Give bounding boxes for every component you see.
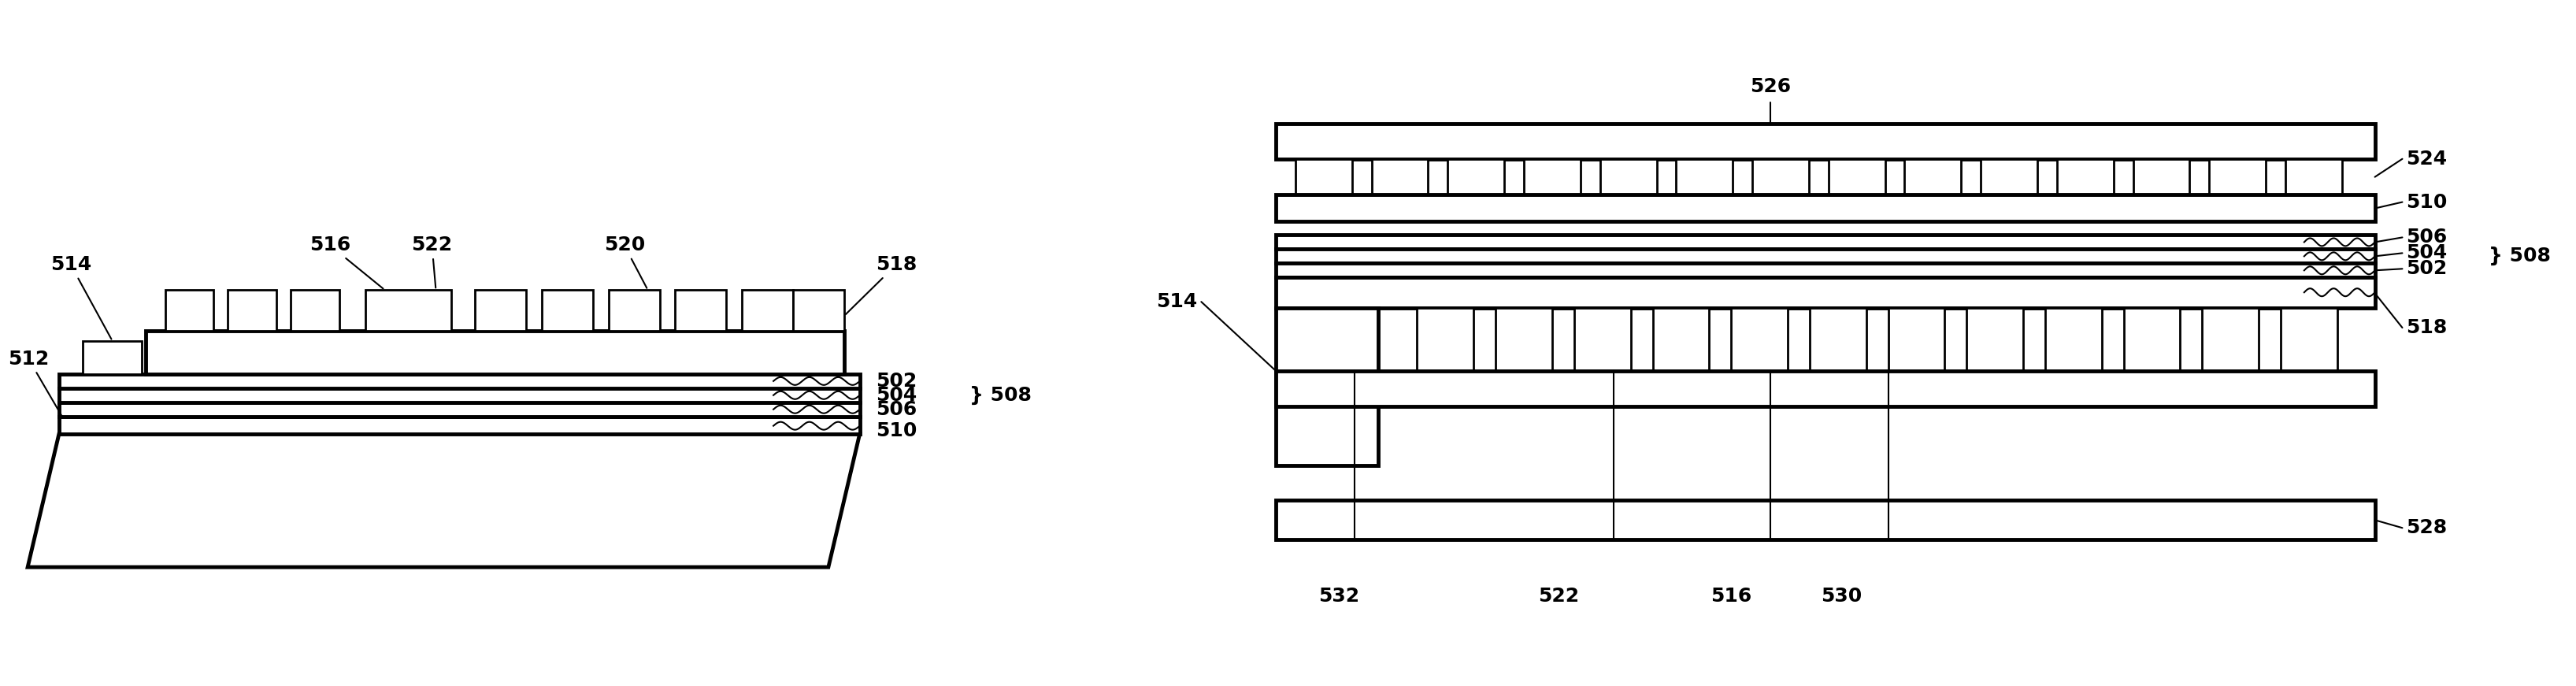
Text: 520: 520	[603, 236, 647, 288]
Bar	[59, 402, 860, 416]
Bar	[1677, 159, 1734, 194]
Bar	[1275, 235, 2375, 249]
Bar	[59, 416, 860, 434]
Text: 504: 504	[2406, 244, 2447, 263]
Bar	[1525, 159, 1582, 194]
Bar	[59, 374, 860, 388]
Polygon shape	[28, 434, 860, 567]
Text: 526: 526	[1749, 78, 1790, 96]
Text: 514: 514	[52, 255, 111, 339]
Bar	[2210, 159, 2267, 194]
Bar	[227, 290, 276, 331]
Bar	[1296, 159, 1352, 194]
Bar	[1654, 308, 1708, 371]
Bar	[1275, 123, 2375, 159]
Bar	[82, 341, 142, 374]
Bar	[1752, 159, 1808, 194]
Bar	[1981, 159, 2038, 194]
Bar	[2285, 159, 2342, 194]
Bar	[1275, 500, 2375, 540]
Bar	[59, 388, 860, 402]
Bar	[1965, 308, 2022, 371]
Bar	[1370, 159, 1427, 194]
Bar	[1731, 308, 1788, 371]
Text: 506: 506	[2406, 228, 2447, 247]
Bar	[1275, 277, 2375, 308]
Bar	[608, 290, 659, 331]
Bar	[1275, 263, 2375, 277]
Bar	[1448, 159, 1504, 194]
Bar	[1275, 249, 2375, 263]
Text: 524: 524	[2406, 150, 2447, 168]
Text: 522: 522	[1538, 587, 1579, 606]
Text: 522: 522	[412, 236, 453, 288]
Text: 516: 516	[309, 236, 384, 289]
Text: 514: 514	[1157, 292, 1198, 311]
Text: } 508: } 508	[969, 386, 1033, 405]
Text: 502: 502	[876, 372, 917, 390]
Bar	[1829, 159, 1886, 194]
Bar	[1811, 308, 1865, 371]
Bar	[2045, 308, 2102, 371]
Bar	[2280, 308, 2336, 371]
Bar	[1275, 308, 1378, 465]
Bar	[2056, 159, 2112, 194]
Bar	[541, 290, 592, 331]
Bar	[675, 290, 726, 331]
Bar	[1904, 159, 1960, 194]
Bar	[291, 290, 340, 331]
Bar	[1888, 308, 1945, 371]
Text: 510: 510	[876, 421, 917, 440]
Text: 532: 532	[1319, 587, 1360, 606]
Bar	[474, 290, 526, 331]
Text: 528: 528	[2406, 519, 2447, 537]
Bar	[1497, 308, 1553, 371]
Bar	[1600, 159, 1656, 194]
Text: 530: 530	[1821, 587, 1862, 606]
Bar	[742, 290, 793, 331]
Bar	[2202, 308, 2259, 371]
Text: 516: 516	[1710, 587, 1752, 606]
Bar	[1417, 308, 1473, 371]
Bar	[2123, 308, 2179, 371]
Text: 518: 518	[845, 255, 917, 314]
Text: } 508: } 508	[2488, 247, 2550, 265]
Text: 512: 512	[8, 350, 62, 416]
Text: 502: 502	[2406, 259, 2447, 279]
Bar	[1275, 194, 2375, 222]
Text: 506: 506	[876, 400, 917, 418]
Text: 510: 510	[2406, 193, 2447, 211]
Text: 518: 518	[2406, 318, 2447, 337]
Bar	[2133, 159, 2190, 194]
Bar	[1275, 371, 2375, 406]
Bar	[144, 331, 845, 374]
Bar	[165, 290, 214, 331]
Bar	[1574, 308, 1631, 371]
Text: 504: 504	[876, 386, 917, 405]
Bar	[366, 290, 451, 331]
Bar	[793, 290, 845, 331]
